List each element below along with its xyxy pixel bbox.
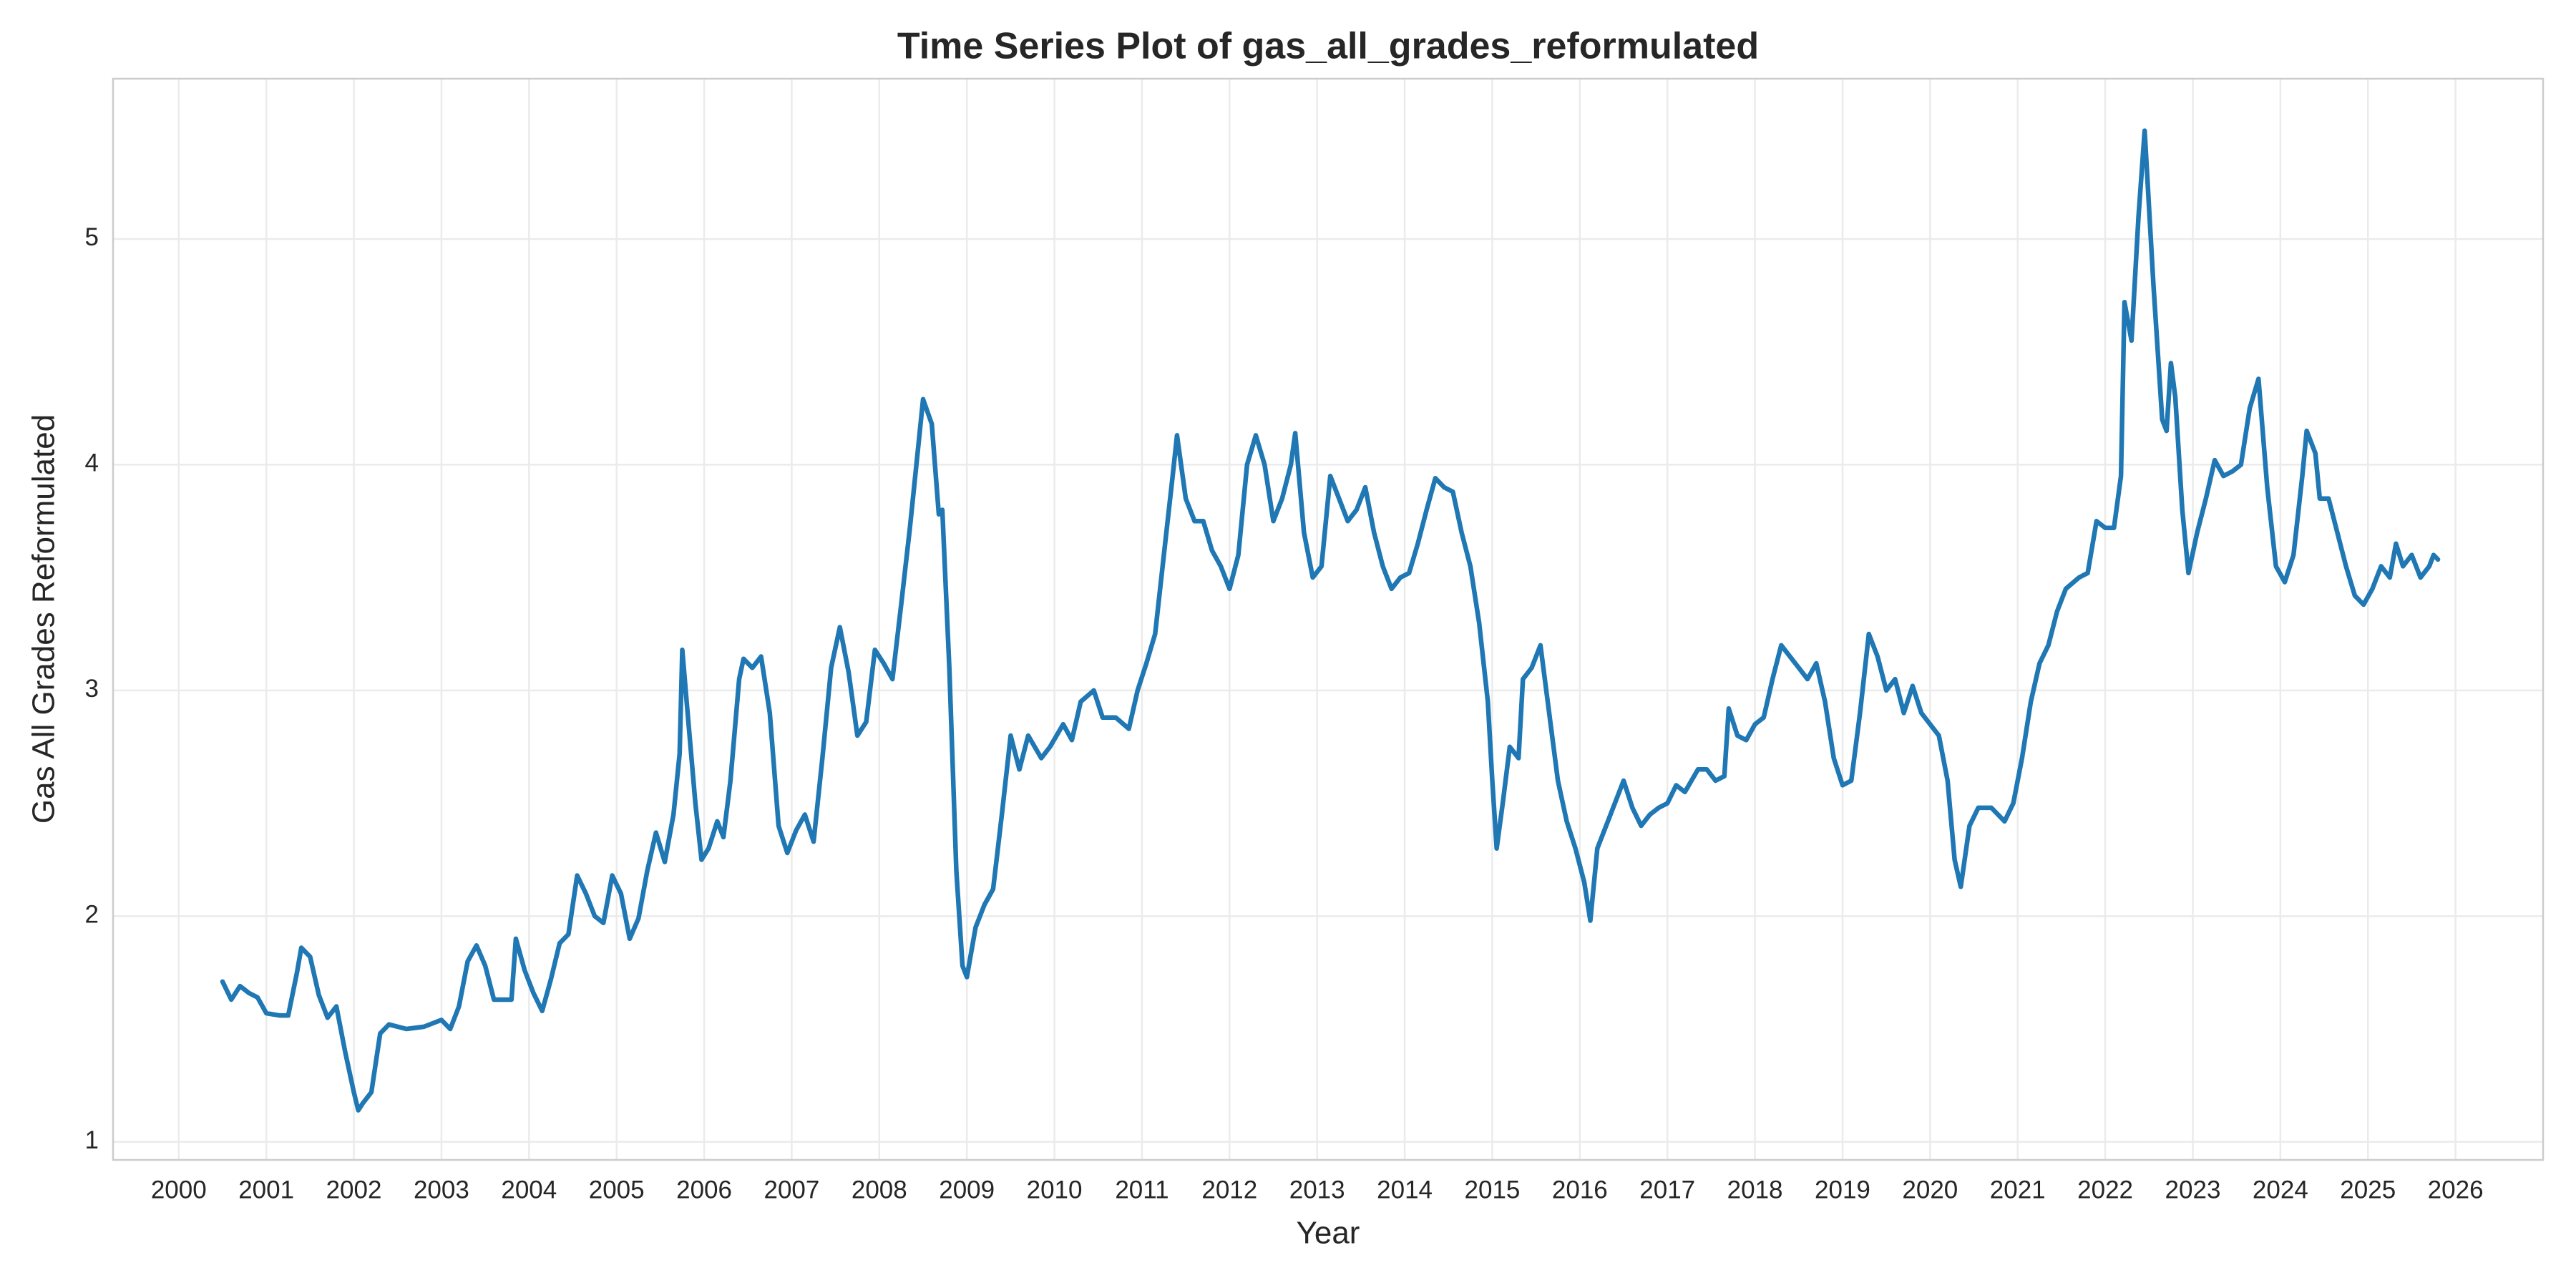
- x-tick-label: 2012: [1201, 1176, 1257, 1204]
- x-tick-label: 2026: [2428, 1176, 2484, 1204]
- x-tick-label: 2004: [501, 1176, 557, 1204]
- chart-title: Time Series Plot of gas_all_grades_refor…: [897, 26, 1759, 67]
- x-tick-label: 2015: [1465, 1176, 1521, 1204]
- data-line: [220, 128, 2441, 1113]
- x-tick-label: 2024: [2253, 1176, 2308, 1204]
- plot-frame: [112, 77, 2545, 1161]
- x-tick-label: 2001: [238, 1176, 294, 1204]
- x-axis-label: Year: [1297, 1216, 1360, 1251]
- x-tick-label: 2008: [852, 1176, 907, 1204]
- x-tick-label: 2003: [414, 1176, 469, 1204]
- x-tick-label: 2018: [1727, 1176, 1783, 1204]
- x-tick-label: 2017: [1639, 1176, 1695, 1204]
- x-tick-label: 2025: [2340, 1176, 2396, 1204]
- x-tick-label: 2014: [1377, 1176, 1433, 1204]
- x-tick-label: 2010: [1027, 1176, 1083, 1204]
- y-tick-label: 3: [85, 675, 99, 703]
- x-tick-label: 2007: [763, 1176, 819, 1204]
- x-tick-label: 2016: [1552, 1176, 1608, 1204]
- x-tick-label: 2023: [2165, 1176, 2221, 1204]
- x-tick-label: 2006: [676, 1176, 732, 1204]
- y-tick-label: 5: [85, 223, 99, 251]
- x-tick-label: 2002: [326, 1176, 382, 1204]
- x-tick-label: 2009: [939, 1176, 995, 1204]
- x-tick-label: 2005: [589, 1176, 645, 1204]
- x-tick-label: 2000: [151, 1176, 207, 1204]
- x-tick-label: 2020: [1902, 1176, 1958, 1204]
- x-tick-label: 2022: [2077, 1176, 2133, 1204]
- x-tick-label: 2013: [1289, 1176, 1345, 1204]
- y-tick-label: 1: [85, 1126, 99, 1154]
- x-tick-label: 2011: [1115, 1176, 1169, 1204]
- y-tick-label: 2: [85, 901, 99, 929]
- x-tick-label: 2021: [1990, 1176, 2046, 1204]
- y-axis-label: Gas All Grades Reformulated: [26, 414, 62, 824]
- x-tick-label: 2019: [1815, 1176, 1870, 1204]
- y-tick-label: 4: [85, 449, 99, 477]
